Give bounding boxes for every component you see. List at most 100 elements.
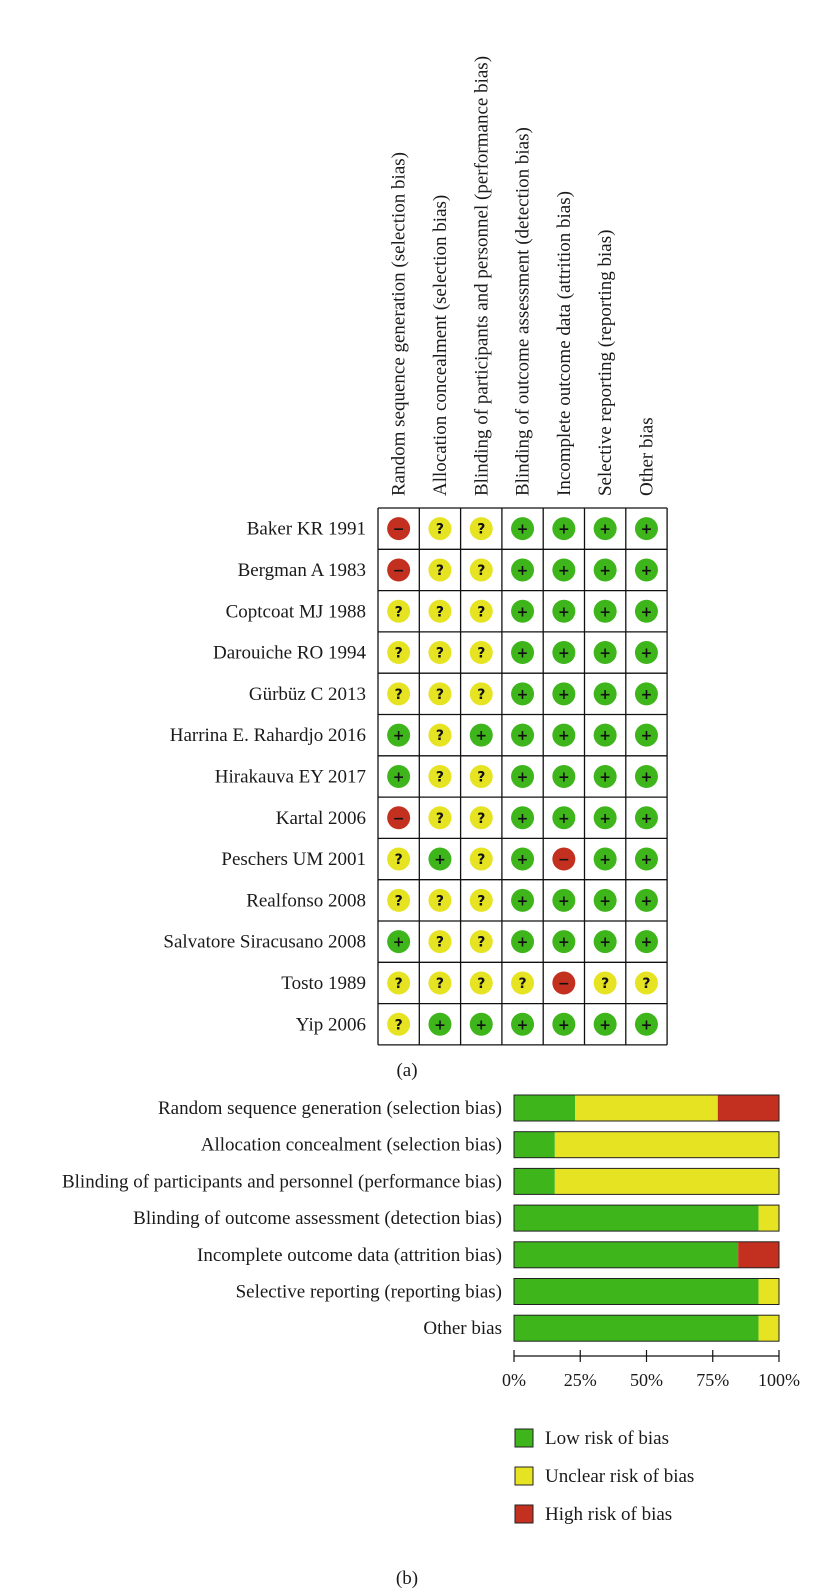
risk-low-marker bbox=[511, 682, 535, 706]
column-header: Blinding of outcome assessment (detectio… bbox=[513, 127, 534, 496]
bar-segment-low bbox=[514, 1315, 759, 1342]
bar-category-label: Other bias bbox=[423, 1318, 502, 1339]
risk-low-marker bbox=[428, 1012, 452, 1036]
study-label: Coptcoat MJ 1988 bbox=[226, 601, 366, 622]
risk-symbol: + bbox=[599, 769, 611, 785]
risk-low-marker bbox=[511, 764, 535, 788]
column-header: Incomplete outcome data (attrition bias) bbox=[554, 191, 575, 496]
risk-low-marker bbox=[552, 1012, 576, 1036]
risk-high-marker bbox=[387, 558, 411, 582]
risk-symbol: + bbox=[641, 522, 653, 538]
risk-symbol: + bbox=[599, 728, 611, 744]
risk-low-marker bbox=[511, 847, 535, 871]
bar-outline bbox=[513, 1204, 780, 1232]
risk-symbol: + bbox=[641, 646, 653, 662]
risk-low-marker bbox=[387, 723, 411, 747]
bar-outline bbox=[513, 1314, 780, 1342]
risk-symbol: ? bbox=[395, 976, 403, 992]
risk-unclear-marker bbox=[428, 888, 452, 912]
risk-unclear-marker bbox=[469, 641, 493, 665]
risk-low-marker bbox=[552, 599, 576, 623]
risk-symbol: ? bbox=[436, 935, 444, 951]
study-label: Hirakauva EY 2017 bbox=[215, 766, 366, 787]
risk-unclear-marker bbox=[469, 806, 493, 830]
study-label: Peschers UM 2001 bbox=[221, 849, 366, 870]
legend-swatch-unclear bbox=[514, 1466, 534, 1486]
study-label: Realfonso 2008 bbox=[246, 890, 366, 911]
risk-unclear-marker bbox=[469, 517, 493, 541]
bar-outline bbox=[513, 1131, 780, 1159]
risk-symbol: + bbox=[641, 935, 653, 951]
risk-unclear-marker bbox=[428, 558, 452, 582]
risk-unclear-marker bbox=[469, 971, 493, 995]
risk-symbol: + bbox=[517, 852, 529, 868]
risk-symbol: + bbox=[517, 687, 529, 703]
risk-low-marker bbox=[593, 888, 617, 912]
risk-symbol: + bbox=[517, 563, 529, 579]
column-header: Other bias bbox=[636, 417, 657, 496]
x-tick-label: 0% bbox=[502, 1370, 526, 1390]
risk-high-marker bbox=[387, 517, 411, 541]
risk-low-marker bbox=[552, 723, 576, 747]
risk-symbol: + bbox=[434, 1017, 446, 1033]
risk-symbol: + bbox=[599, 1017, 611, 1033]
risk-symbol: ? bbox=[477, 935, 485, 951]
risk-low-marker bbox=[469, 723, 493, 747]
risk-unclear-marker bbox=[387, 847, 411, 871]
risk-symbol: + bbox=[599, 852, 611, 868]
risk-low-marker bbox=[593, 599, 617, 623]
risk-low-marker bbox=[387, 764, 411, 788]
bar-category-label: Allocation concealment (selection bias) bbox=[201, 1135, 502, 1156]
risk-low-marker bbox=[511, 558, 535, 582]
risk-symbol: ? bbox=[436, 687, 444, 703]
risk-symbol: + bbox=[393, 935, 405, 951]
bar-segment-high bbox=[717, 1095, 779, 1121]
risk-symbol: ? bbox=[436, 769, 444, 785]
risk-low-marker bbox=[634, 1012, 658, 1036]
legend-label: Unclear risk of bias bbox=[545, 1466, 694, 1487]
risk-unclear-marker bbox=[387, 971, 411, 995]
risk-unclear-marker bbox=[511, 971, 535, 995]
risk-symbol: + bbox=[641, 687, 653, 703]
study-label: Yip 2006 bbox=[296, 1014, 366, 1035]
risk-symbol: + bbox=[475, 728, 487, 744]
risk-symbol: + bbox=[558, 811, 570, 827]
risk-low-marker bbox=[634, 558, 658, 582]
risk-symbol: + bbox=[599, 893, 611, 909]
column-header: Allocation concealment (selection bias) bbox=[430, 195, 451, 496]
bar-segment-low bbox=[514, 1241, 739, 1268]
risk-symbol: ? bbox=[518, 976, 526, 992]
risk-low-marker bbox=[428, 847, 452, 871]
risk-high-marker bbox=[387, 806, 411, 830]
risk-unclear-marker bbox=[469, 558, 493, 582]
risk-low-marker bbox=[634, 806, 658, 830]
column-header: Selective reporting (reporting bias) bbox=[595, 230, 616, 496]
risk-symbol: ? bbox=[477, 604, 485, 620]
risk-symbol: ? bbox=[436, 728, 444, 744]
risk-symbol: + bbox=[599, 811, 611, 827]
risk-low-marker bbox=[511, 517, 535, 541]
risk-symbol: ? bbox=[477, 976, 485, 992]
risk-symbol: + bbox=[599, 563, 611, 579]
risk-low-marker bbox=[387, 930, 411, 954]
risk-unclear-marker bbox=[387, 888, 411, 912]
risk-high-marker bbox=[552, 971, 576, 995]
risk-symbol: + bbox=[517, 935, 529, 951]
risk-symbol: + bbox=[558, 935, 570, 951]
study-label: Tosto 1989 bbox=[281, 973, 366, 994]
risk-symbol: + bbox=[641, 1017, 653, 1033]
risk-symbol: + bbox=[599, 522, 611, 538]
panel-a-label: (a) bbox=[396, 1060, 417, 1081]
bar-segment-unclear bbox=[554, 1168, 779, 1195]
risk-low-marker bbox=[511, 930, 535, 954]
risk-low-marker bbox=[469, 1012, 493, 1036]
risk-symbol: ? bbox=[436, 811, 444, 827]
bar-category-label: Blinding of outcome assessment (detectio… bbox=[133, 1208, 502, 1229]
risk-symbol: + bbox=[475, 1017, 487, 1033]
risk-unclear-marker bbox=[428, 599, 452, 623]
risk-low-marker bbox=[593, 517, 617, 541]
risk-low-marker bbox=[593, 558, 617, 582]
risk-unclear-marker bbox=[469, 847, 493, 871]
risk-low-marker bbox=[634, 682, 658, 706]
column-header: Blinding of participants and personnel (… bbox=[471, 56, 492, 496]
